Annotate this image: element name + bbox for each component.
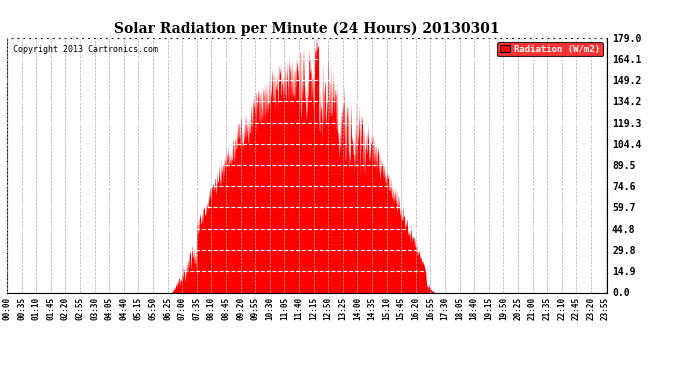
Title: Solar Radiation per Minute (24 Hours) 20130301: Solar Radiation per Minute (24 Hours) 20… xyxy=(115,22,500,36)
Text: Copyright 2013 Cartronics.com: Copyright 2013 Cartronics.com xyxy=(13,45,158,54)
Legend: Radiation (W/m2): Radiation (W/m2) xyxy=(497,42,602,56)
